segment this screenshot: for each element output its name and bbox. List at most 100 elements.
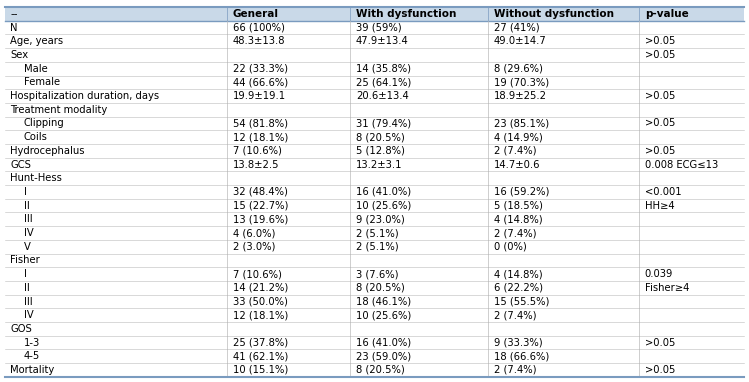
Text: Hunt-Hess: Hunt-Hess [10, 173, 62, 183]
Text: Hospitalization duration, days: Hospitalization duration, days [10, 91, 160, 101]
Text: p-value: p-value [645, 9, 688, 19]
Text: 10 (15.1%): 10 (15.1%) [233, 365, 288, 375]
Text: 18 (46.1%): 18 (46.1%) [356, 296, 411, 306]
Text: With dysfunction: With dysfunction [356, 9, 456, 19]
Text: IV: IV [24, 310, 34, 320]
Text: 12 (18.1%): 12 (18.1%) [233, 310, 288, 320]
Text: 2 (3.0%): 2 (3.0%) [233, 242, 275, 252]
Text: 4 (14.8%): 4 (14.8%) [494, 269, 542, 279]
Text: V: V [24, 242, 31, 252]
Text: II: II [24, 201, 29, 210]
Text: N: N [10, 23, 18, 32]
Text: 2 (5.1%): 2 (5.1%) [356, 242, 398, 252]
Text: 16 (41.0%): 16 (41.0%) [356, 187, 411, 197]
Text: 13.2±3.1: 13.2±3.1 [356, 160, 402, 170]
Text: >0.05: >0.05 [645, 50, 675, 60]
Text: Coils: Coils [24, 132, 48, 142]
Text: 4 (6.0%): 4 (6.0%) [233, 228, 275, 238]
Text: 18 (66.6%): 18 (66.6%) [494, 351, 549, 361]
Text: 1-3: 1-3 [24, 338, 40, 348]
Text: 66 (100%): 66 (100%) [233, 23, 285, 32]
Text: Sex: Sex [10, 50, 28, 60]
Text: 8 (20.5%): 8 (20.5%) [356, 283, 404, 293]
Text: 31 (79.4%): 31 (79.4%) [356, 118, 411, 128]
Text: <0.001: <0.001 [645, 187, 682, 197]
Text: 33 (50.0%): 33 (50.0%) [233, 296, 288, 306]
Text: Male: Male [24, 64, 47, 74]
Text: 23 (85.1%): 23 (85.1%) [494, 118, 549, 128]
Text: 12 (18.1%): 12 (18.1%) [233, 132, 288, 142]
Text: Without dysfunction: Without dysfunction [494, 9, 614, 19]
Text: Clipping: Clipping [24, 118, 64, 128]
Text: 16 (59.2%): 16 (59.2%) [494, 187, 549, 197]
Text: 19.9±19.1: 19.9±19.1 [233, 91, 286, 101]
Text: I: I [24, 269, 27, 279]
Text: 10 (25.6%): 10 (25.6%) [356, 310, 411, 320]
Text: 13.8±2.5: 13.8±2.5 [233, 160, 279, 170]
Text: Fisher≥4: Fisher≥4 [645, 283, 689, 293]
Text: 22 (33.3%): 22 (33.3%) [233, 64, 288, 74]
Text: 23 (59.0%): 23 (59.0%) [356, 351, 411, 361]
Text: >0.05: >0.05 [645, 338, 675, 348]
Text: 7 (10.6%): 7 (10.6%) [233, 146, 282, 156]
Text: 2 (5.1%): 2 (5.1%) [356, 228, 398, 238]
Text: 4 (14.8%): 4 (14.8%) [494, 214, 542, 224]
Text: Fisher: Fisher [10, 256, 40, 265]
Text: Age, years: Age, years [10, 36, 64, 46]
Text: 25 (64.1%): 25 (64.1%) [356, 78, 411, 87]
Bar [5, 7, 744, 21]
Text: 4-5: 4-5 [24, 351, 40, 361]
Text: >0.05: >0.05 [645, 91, 675, 101]
Text: 0 (0%): 0 (0%) [494, 242, 527, 252]
Text: 27 (41%): 27 (41%) [494, 23, 539, 32]
Text: 44 (66.6%): 44 (66.6%) [233, 78, 288, 87]
Text: >0.05: >0.05 [645, 146, 675, 156]
Text: 18.9±25.2: 18.9±25.2 [494, 91, 547, 101]
Text: 8 (29.6%): 8 (29.6%) [494, 64, 543, 74]
Text: 41 (62.1%): 41 (62.1%) [233, 351, 288, 361]
Text: >0.05: >0.05 [645, 36, 675, 46]
Text: 2 (7.4%): 2 (7.4%) [494, 228, 536, 238]
Text: Treatment modality: Treatment modality [10, 105, 108, 115]
Text: 5 (12.8%): 5 (12.8%) [356, 146, 404, 156]
Text: GOS: GOS [10, 324, 32, 334]
Text: 39 (59%): 39 (59%) [356, 23, 401, 32]
Text: 0.039: 0.039 [645, 269, 673, 279]
Text: 6 (22.2%): 6 (22.2%) [494, 283, 543, 293]
Text: 14 (21.2%): 14 (21.2%) [233, 283, 288, 293]
Text: Mortality: Mortality [10, 365, 55, 375]
Text: 16 (41.0%): 16 (41.0%) [356, 338, 411, 348]
Text: 8 (20.5%): 8 (20.5%) [356, 132, 404, 142]
Text: 47.9±13.4: 47.9±13.4 [356, 36, 409, 46]
Text: I: I [24, 187, 27, 197]
Text: GCS: GCS [10, 160, 31, 170]
Text: 14 (35.8%): 14 (35.8%) [356, 64, 411, 74]
Text: 4 (14.9%): 4 (14.9%) [494, 132, 542, 142]
Text: III: III [24, 214, 32, 224]
Text: 54 (81.8%): 54 (81.8%) [233, 118, 288, 128]
Text: II: II [24, 283, 29, 293]
Text: 20.6±13.4: 20.6±13.4 [356, 91, 409, 101]
Text: 15 (22.7%): 15 (22.7%) [233, 201, 288, 210]
Text: General: General [233, 9, 279, 19]
Text: 0.008 ECG≤13: 0.008 ECG≤13 [645, 160, 718, 170]
Text: --: -- [10, 9, 18, 19]
Text: >0.05: >0.05 [645, 118, 675, 128]
Text: 2 (7.4%): 2 (7.4%) [494, 365, 536, 375]
Text: 7 (10.6%): 7 (10.6%) [233, 269, 282, 279]
Text: 10 (25.6%): 10 (25.6%) [356, 201, 411, 210]
Text: 32 (48.4%): 32 (48.4%) [233, 187, 288, 197]
Text: 13 (19.6%): 13 (19.6%) [233, 214, 288, 224]
Text: >0.05: >0.05 [645, 365, 675, 375]
Text: 9 (33.3%): 9 (33.3%) [494, 338, 542, 348]
Text: Female: Female [24, 78, 60, 87]
Text: 49.0±14.7: 49.0±14.7 [494, 36, 547, 46]
Text: 9 (23.0%): 9 (23.0%) [356, 214, 404, 224]
Text: 48.3±13.8: 48.3±13.8 [233, 36, 285, 46]
Text: Hydrocephalus: Hydrocephalus [10, 146, 85, 156]
Text: 8 (20.5%): 8 (20.5%) [356, 365, 404, 375]
Text: IV: IV [24, 228, 34, 238]
Text: 15 (55.5%): 15 (55.5%) [494, 296, 549, 306]
Text: 5 (18.5%): 5 (18.5%) [494, 201, 543, 210]
Text: HH≥4: HH≥4 [645, 201, 674, 210]
